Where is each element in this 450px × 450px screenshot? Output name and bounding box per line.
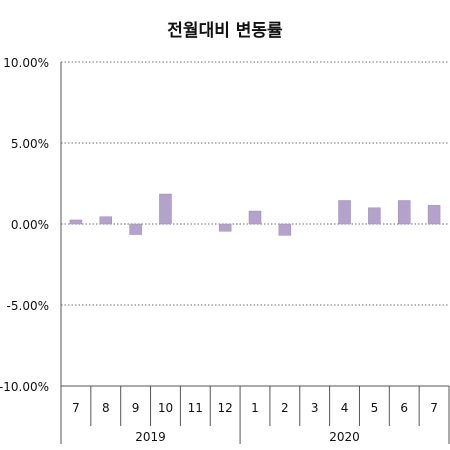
- y-tick-label: 5.00%: [11, 137, 49, 151]
- bar: [99, 216, 113, 225]
- x-tick-label: 12: [218, 401, 233, 415]
- bar: [397, 200, 411, 225]
- bar: [368, 207, 381, 225]
- bar: [338, 200, 351, 225]
- y-tick-label: 0.00%: [11, 218, 49, 232]
- bar: [427, 205, 441, 225]
- x-tick-label: 1: [251, 401, 259, 415]
- x-tick-label: 10: [158, 401, 173, 415]
- bar: [278, 223, 292, 236]
- x-tick-label: 5: [371, 401, 379, 415]
- x-tick-label: 7: [430, 401, 438, 415]
- chart-title: 전월대비 변동률: [167, 21, 283, 41]
- y-tick-label: -10.00%: [0, 380, 49, 394]
- bar: [248, 210, 262, 225]
- x-tick-label: 9: [132, 401, 140, 415]
- bar: [129, 223, 142, 235]
- bar: [159, 193, 172, 225]
- y-tick-label: 10.00%: [3, 56, 49, 70]
- x-tick-label: 2: [281, 401, 289, 415]
- x-tick-label: 6: [400, 401, 408, 415]
- x-tick-label: 8: [102, 401, 110, 415]
- x-tick-label: 4: [341, 401, 349, 415]
- bar: [218, 223, 232, 232]
- bar: [69, 219, 83, 225]
- y-tick-label: -5.00%: [7, 299, 49, 313]
- group-label: 2020: [329, 430, 360, 444]
- x-tick-label: 11: [188, 401, 203, 415]
- x-tick-label: 7: [72, 401, 80, 415]
- x-tick-label: 3: [311, 401, 319, 415]
- group-label: 2019: [135, 430, 166, 444]
